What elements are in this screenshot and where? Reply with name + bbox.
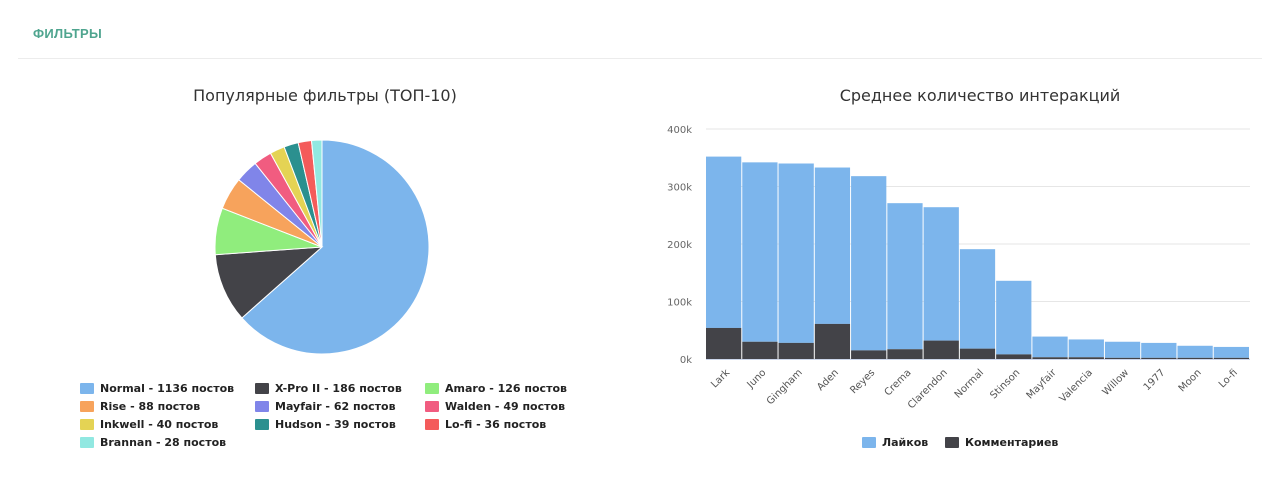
x-tick-label: Mayfair bbox=[1025, 367, 1060, 402]
bar-likes-mayfair[interactable] bbox=[1032, 336, 1068, 358]
x-tick-label: Stinson bbox=[988, 367, 1022, 401]
pie-slice-brannan[interactable] bbox=[310, 139, 323, 248]
pie-legend-label: Mayfair - 62 постов bbox=[275, 400, 396, 413]
bar-comments-gingham[interactable] bbox=[778, 342, 814, 359]
pie-legend-label: Normal - 1136 постов bbox=[100, 382, 235, 395]
x-tick-label: Moon bbox=[1177, 367, 1204, 394]
bar-likes-normal[interactable] bbox=[959, 249, 996, 349]
bar-likes-willow[interactable] bbox=[1104, 341, 1141, 358]
pie-slice-normal[interactable] bbox=[241, 139, 430, 355]
pie-legend-item[interactable]: Amaro - 126 постов bbox=[425, 382, 567, 395]
legend-swatch bbox=[945, 437, 959, 448]
legend-swatch bbox=[425, 383, 439, 394]
bar-likes-clarendon[interactable] bbox=[923, 207, 959, 341]
bar-likes-valencia[interactable] bbox=[1068, 339, 1104, 358]
bar-likes-lo-fi[interactable] bbox=[1213, 346, 1249, 358]
bar-chart-title: Среднее количество интеракций bbox=[839, 86, 1121, 105]
legend-swatch bbox=[862, 437, 876, 448]
pie-legend-item[interactable]: Rise - 88 постов bbox=[80, 400, 200, 413]
y-tick-label: 400k bbox=[667, 125, 692, 136]
x-tick-label: Lo-fi bbox=[1217, 367, 1240, 390]
x-tick-label: Crema bbox=[883, 367, 914, 398]
pie-legend-item[interactable]: Normal - 1136 постов bbox=[80, 382, 234, 395]
pie-legend-label: Hudson - 39 постов bbox=[275, 418, 396, 431]
bar-legend-item[interactable]: Лайков bbox=[862, 436, 928, 449]
x-tick-label: Reyes bbox=[848, 367, 877, 396]
pie-chart bbox=[214, 139, 430, 355]
pie-legend-item[interactable]: X-Pro II - 186 постов bbox=[255, 382, 402, 395]
pie-legend-label: Rise - 88 постов bbox=[100, 400, 201, 413]
legend-swatch bbox=[255, 383, 269, 394]
pie-legend-item[interactable]: Brannan - 28 постов bbox=[80, 436, 226, 449]
x-tick-label: Valencia bbox=[1058, 367, 1095, 404]
x-tick-label: Clarendon bbox=[906, 367, 950, 411]
bar-legend-item[interactable]: Комментариев bbox=[945, 436, 1058, 449]
pie-legend-label: X-Pro II - 186 постов bbox=[275, 382, 402, 395]
bar-likes-moon[interactable] bbox=[1177, 345, 1213, 358]
bar-comments-crema[interactable] bbox=[887, 349, 923, 359]
legend-swatch bbox=[425, 401, 439, 412]
section-title: ФИЛЬТРЫ bbox=[33, 26, 103, 41]
x-tick-label: 1977 bbox=[1142, 367, 1168, 393]
bar-likes-juno[interactable] bbox=[742, 162, 778, 342]
bar-legend-label: Лайков bbox=[882, 436, 929, 449]
bar-likes-crema[interactable] bbox=[887, 203, 923, 350]
pie-chart-title: Популярные фильтры (ТОП-10) bbox=[193, 86, 457, 105]
bar-comments-1977[interactable] bbox=[1141, 357, 1177, 359]
bar-likes-gingham[interactable] bbox=[778, 163, 814, 343]
bar-comments-lo-fi[interactable] bbox=[1213, 357, 1249, 359]
y-tick-label: 200k bbox=[667, 240, 692, 251]
legend-swatch bbox=[255, 419, 269, 430]
pie-legend-label: Amaro - 126 постов bbox=[445, 382, 567, 395]
x-tick-label: Juno bbox=[745, 367, 769, 391]
pie-legend-label: Lo-fi - 36 постов bbox=[445, 418, 547, 431]
legend-swatch bbox=[80, 419, 94, 430]
legend-swatch bbox=[80, 437, 94, 448]
bar-legend-label: Комментариев bbox=[965, 436, 1059, 449]
x-tick-label: Gingham bbox=[765, 367, 805, 407]
x-tick-label: Lark bbox=[709, 367, 732, 390]
pie-legend-label: Brannan - 28 постов bbox=[100, 436, 227, 449]
legend-swatch bbox=[80, 401, 94, 412]
bar-likes-reyes[interactable] bbox=[851, 176, 887, 351]
bar-comments-reyes[interactable] bbox=[851, 350, 887, 359]
bar-comments-juno[interactable] bbox=[742, 341, 778, 359]
bar-comments-aden[interactable] bbox=[814, 323, 851, 359]
y-tick-label: 300k bbox=[667, 183, 692, 194]
y-tick-label: 100k bbox=[667, 298, 692, 309]
legend-swatch bbox=[255, 401, 269, 412]
pie-legend-item[interactable]: Walden - 49 постов bbox=[425, 400, 565, 413]
legend-swatch bbox=[425, 419, 439, 430]
section-divider bbox=[18, 58, 1262, 59]
bar-likes-stinson[interactable] bbox=[996, 280, 1032, 355]
y-tick-label: 0k bbox=[680, 355, 692, 366]
legend-swatch bbox=[80, 383, 94, 394]
pie-legend-label: Inkwell - 40 постов bbox=[100, 418, 219, 431]
bar-comments-normal[interactable] bbox=[959, 348, 996, 359]
pie-slice-x-pro-ii[interactable] bbox=[214, 246, 324, 319]
bar-likes-lark[interactable] bbox=[706, 156, 742, 328]
bar-comments-mayfair[interactable] bbox=[1032, 357, 1068, 359]
bar-comments-valencia[interactable] bbox=[1068, 357, 1104, 359]
x-tick-label: Normal bbox=[953, 367, 986, 400]
bar-comments-stinson[interactable] bbox=[996, 354, 1032, 359]
bar-comments-clarendon[interactable] bbox=[923, 340, 959, 359]
bar-comments-willow[interactable] bbox=[1104, 357, 1141, 359]
bar-likes-aden[interactable] bbox=[814, 167, 851, 324]
pie-legend-item[interactable]: Hudson - 39 постов bbox=[255, 418, 396, 431]
pie-legend-item[interactable]: Lo-fi - 36 постов bbox=[425, 418, 546, 431]
pie-legend-label: Walden - 49 постов bbox=[445, 400, 566, 413]
pie-legend-item[interactable]: Inkwell - 40 постов bbox=[80, 418, 218, 431]
x-tick-label: Willow bbox=[1101, 367, 1132, 398]
bar-comments-lark[interactable] bbox=[706, 327, 742, 359]
x-tick-label: Aden bbox=[815, 367, 841, 393]
bar-likes-1977[interactable] bbox=[1141, 342, 1177, 358]
bar-comments-moon[interactable] bbox=[1177, 357, 1213, 359]
pie-legend-item[interactable]: Mayfair - 62 постов bbox=[255, 400, 396, 413]
